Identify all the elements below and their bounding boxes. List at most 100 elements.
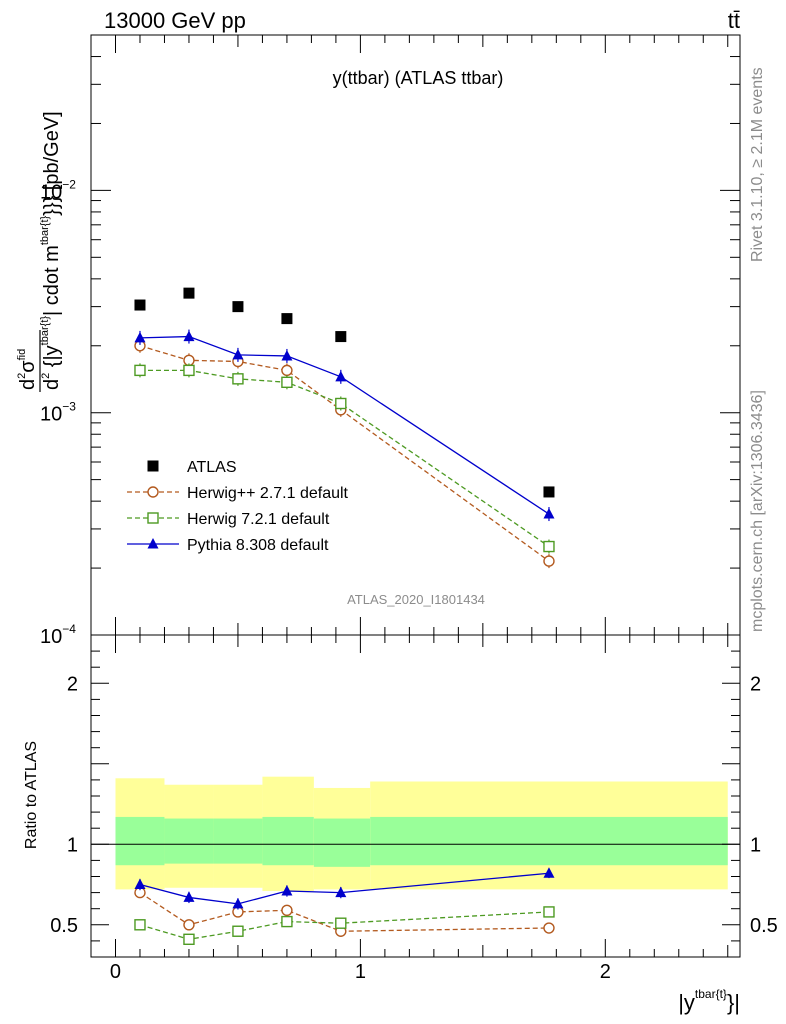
- ratio-uncertainty-bands: [115, 776, 728, 891]
- inner-band: [213, 818, 263, 864]
- main-title: y(ttbar) (ATLAS ttbar): [333, 68, 504, 88]
- rivet-label: Rivet 3.1.10, ≥ 2.1M events: [749, 67, 766, 262]
- collision-label: 13000 GeV pp: [104, 8, 246, 33]
- ratio-frame: [90, 634, 741, 958]
- inner-band: [164, 818, 214, 864]
- ratio-series-line-0: [139, 892, 549, 932]
- data-point: [335, 370, 347, 382]
- ratio-series-line-2: [139, 872, 550, 905]
- x-tick-label: 1: [355, 961, 366, 983]
- legend-label: Herwig++ 2.7.1 default: [187, 485, 349, 502]
- legend-marker: [147, 538, 159, 549]
- inner-band: [370, 816, 728, 866]
- main-panel: 10−210−310−4 y(ttbar) (ATLAS ttbar) ATLA…: [16, 34, 741, 648]
- main-y-tick-label: 10−4: [40, 622, 76, 648]
- ratio-tick-labels: 0.5 0.5 1 1 2 2 0 1 2: [50, 673, 778, 983]
- legend-marker: [147, 512, 159, 524]
- data-point: [232, 348, 244, 360]
- data-point: [183, 364, 195, 377]
- ratio-point: [134, 878, 146, 890]
- process-label: tt̄: [728, 8, 740, 33]
- data-point: [134, 364, 146, 377]
- legend: ATLAS Herwig++ 2.7.1 default Herwig 7.2.1 …: [127, 459, 349, 554]
- svg-text:d2 {|ytbar{t}| cdot mtbar{t}}}: d2 {|ytbar{t}| cdot mtbar{t}}}} [pb/GeV]: [39, 111, 63, 390]
- data-point: [232, 373, 244, 385]
- ylabel-d2: d: [41, 379, 63, 390]
- analysis-id: ATLAS_2020_I1801434: [347, 592, 485, 607]
- data-point: [335, 331, 347, 343]
- ratio-y-axis-label: Ratio to ATLAS: [23, 741, 40, 849]
- main-y-tick-label: 10−2: [40, 177, 76, 203]
- ylabel-sigma: σ: [17, 360, 39, 373]
- ratio-point: [232, 925, 244, 937]
- data-point: [134, 299, 146, 311]
- ratio-point: [543, 906, 555, 918]
- main-axis-ticks: [91, 34, 740, 636]
- x-axis-label: |ytbar{t}}|: [678, 987, 740, 1015]
- svg-text:d2σfid: d2σfid: [16, 349, 39, 390]
- tick-base: 10: [40, 626, 62, 648]
- data-point: [183, 330, 195, 342]
- ratio-y-tick-label: 1: [67, 834, 78, 856]
- data-point: [281, 349, 293, 361]
- data-point: [281, 313, 293, 325]
- ratio-point: [183, 933, 195, 945]
- ratio-series-line-1: [139, 911, 550, 940]
- ratio-axis-ticks: [91, 634, 740, 958]
- ylabel-sup1: 2: [16, 373, 28, 379]
- ratio-point: [232, 897, 244, 909]
- legend-label: ATLAS: [187, 459, 237, 476]
- ratio-y-tick-label-right: 1: [750, 834, 761, 856]
- x-tick-label: 2: [600, 961, 611, 983]
- ratio-y-tick-label: 2: [67, 673, 78, 695]
- ylabel-tail: }}} [pb/GeV]: [41, 111, 63, 216]
- ratio-point: [281, 904, 293, 917]
- ratio-point: [183, 891, 195, 902]
- main-y-tick-labels: 10−210−310−4: [40, 177, 76, 648]
- ratio-point: [281, 915, 293, 928]
- legend-label: Herwig 7.2.1 default: [187, 511, 330, 528]
- main-series: [134, 287, 555, 569]
- main-y-tick-label: 10−3: [40, 400, 76, 426]
- data-point: [543, 486, 555, 498]
- ratio-point: [134, 919, 146, 931]
- data-point: [543, 555, 555, 567]
- x-tick-label: 0: [110, 961, 121, 983]
- tick-base: 10: [40, 181, 62, 203]
- ylabel-mid: | cdot m: [41, 245, 63, 316]
- ylabel-sup-fid: fid: [16, 349, 28, 361]
- legend-label: Pythia 8.308 default: [187, 537, 329, 554]
- ratio-panel: 0.5 0.5 1 1 2 2 0 1 2 Ratio to ATLAS |ytbar{t}}|: [23, 634, 778, 1015]
- ylabel-sup-y: tbar{t}: [39, 316, 51, 346]
- series-line-2: [139, 369, 550, 548]
- ratio-point: [183, 919, 195, 931]
- ratio-y-tick-label: 0.5: [50, 915, 78, 937]
- series-line-3: [139, 335, 550, 515]
- ratio-point: [335, 917, 347, 929]
- tick-base: 10: [40, 404, 62, 426]
- inner-band: [313, 818, 371, 867]
- mcplots-label: mcplots.cern.ch [arXiv:1306.3436]: [749, 390, 766, 632]
- tick-exponent: −2: [62, 177, 76, 191]
- ylabel-sup2: 2: [40, 373, 52, 379]
- data-point: [281, 376, 293, 388]
- tick-exponent: −4: [62, 622, 76, 636]
- ratio-point: [543, 867, 555, 878]
- ratio-point: [335, 886, 347, 898]
- data-point: [134, 331, 146, 343]
- xlabel-tail: }|: [727, 990, 740, 1015]
- xlabel-main: |y: [678, 990, 695, 1015]
- inner-band: [262, 816, 314, 866]
- ratio-point: [543, 922, 555, 934]
- xlabel-sup: tbar{t}: [695, 987, 727, 1001]
- legend-marker: [147, 486, 159, 498]
- ratio-y-tick-label-right: 2: [750, 673, 761, 695]
- ylabel-sup-m: tbar{t}: [39, 215, 51, 245]
- series-line-1: [139, 345, 550, 562]
- ylabel-d1: d: [17, 379, 39, 390]
- tick-exponent: −3: [62, 400, 76, 414]
- data-point: [335, 397, 347, 410]
- inner-band: [115, 816, 165, 866]
- data-point: [281, 364, 293, 377]
